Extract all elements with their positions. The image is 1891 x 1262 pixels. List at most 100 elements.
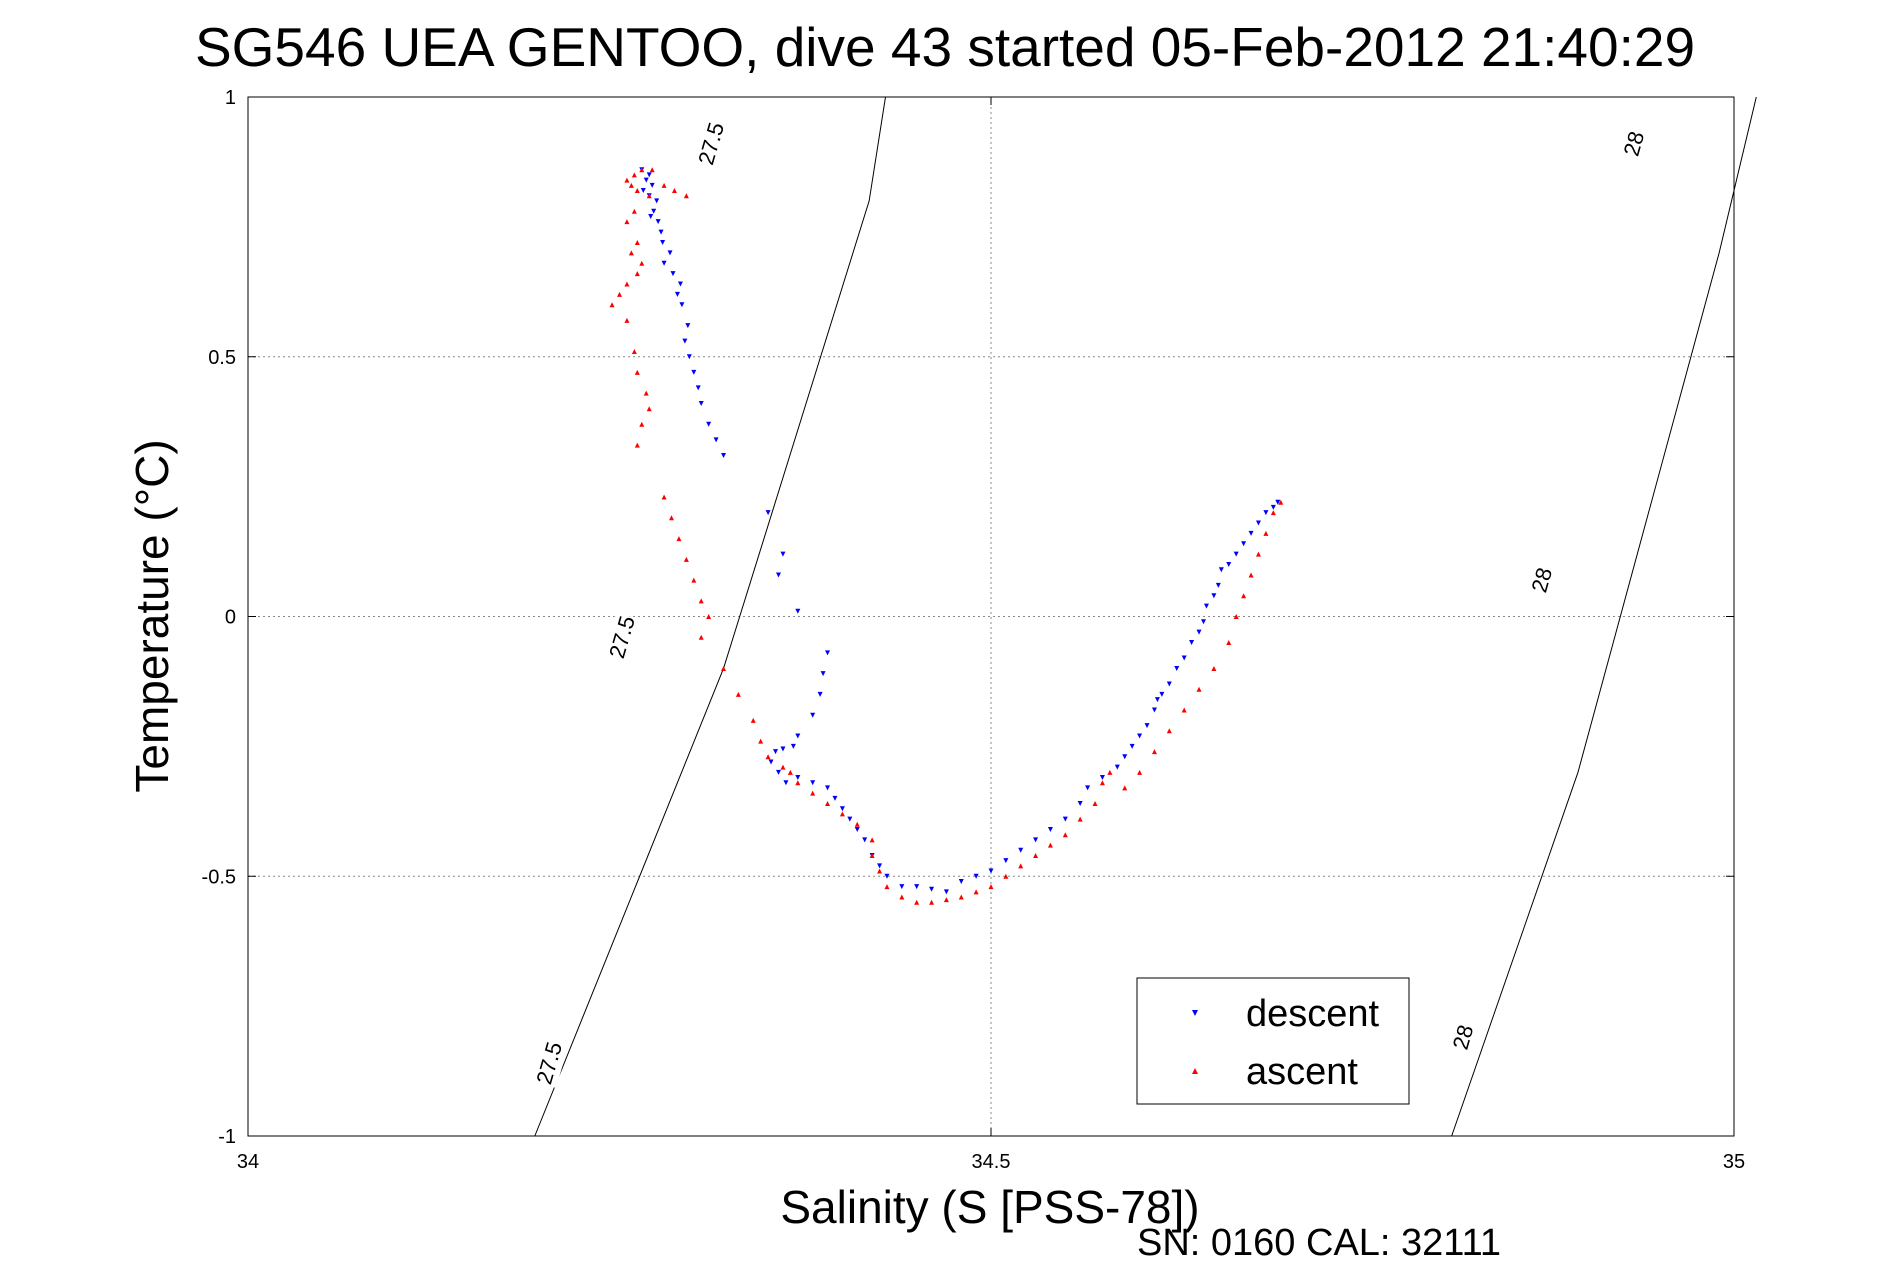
ascent-point (649, 167, 655, 173)
descent-point (877, 863, 883, 869)
descent-point (1114, 764, 1120, 770)
y-tick-label: 1 (225, 87, 236, 109)
descent-point (776, 572, 782, 578)
descent-point (1166, 681, 1172, 687)
descent-point (1218, 567, 1224, 573)
y-axis-label: Temperature (°C) (126, 439, 178, 792)
descent-point (795, 733, 801, 739)
sn-cal-footer: SN: 0160 CAL: 32111 (1137, 1222, 1501, 1262)
ascent-point (854, 821, 860, 827)
descent-point (1275, 499, 1281, 505)
legend-marker-descent (1192, 1010, 1198, 1016)
descent-point (721, 452, 727, 458)
ascent-point (1255, 551, 1261, 557)
descent-point (780, 551, 786, 557)
descent-point (1159, 691, 1165, 697)
ascent-point (669, 515, 675, 521)
descent-point (643, 177, 649, 183)
descent-point (825, 650, 831, 656)
ascent-point (795, 780, 801, 786)
descent-point (783, 780, 789, 786)
descent-point (973, 873, 979, 879)
legend-label-descent: descent (1246, 993, 1380, 1035)
ascent-point (617, 291, 622, 297)
descent-point (1189, 639, 1195, 645)
descent-point (847, 816, 853, 822)
x-tick-label: 34.5 (972, 1151, 1011, 1173)
descent-point (810, 712, 816, 718)
ascent-point (676, 536, 682, 542)
descent-point (1181, 655, 1187, 661)
descent-point (1215, 582, 1221, 588)
x-tick-labels: 34 34.5 35 (237, 1151, 1745, 1173)
descent-point (706, 421, 712, 427)
ascent-point (1062, 832, 1068, 838)
descent-point (1077, 801, 1083, 807)
ascent-point (884, 884, 890, 890)
descent-point (1270, 504, 1276, 510)
ascent-point (698, 634, 704, 640)
ascent-point (661, 182, 667, 188)
ascent-point (787, 769, 793, 775)
descent-point (651, 208, 657, 214)
descent-point (1099, 775, 1105, 781)
isopycnal-label-bg (1445, 1012, 1483, 1063)
descent-point (1154, 697, 1160, 703)
isopycnal-label-bg (1523, 555, 1561, 605)
descent-point (1255, 520, 1261, 526)
ascent-point (825, 801, 831, 807)
ascent-point (628, 182, 634, 188)
isopycnal-label-bg (693, 119, 731, 169)
ascent-point (1166, 728, 1172, 734)
descent-point (862, 837, 868, 843)
ascent-point (634, 239, 640, 245)
x-tick-label: 34 (237, 1151, 259, 1173)
ascent-point (839, 811, 845, 817)
ascent-point (1211, 665, 1217, 671)
ascent-point (634, 442, 640, 448)
y-tick-labels: 1 0.5 0 -0.5 -1 (202, 87, 236, 1148)
descent-point (686, 354, 692, 360)
ascent-point (706, 614, 712, 619)
ascent-point (683, 556, 689, 562)
ascent-point (1137, 769, 1143, 775)
descent-point (795, 608, 801, 614)
ascent-point (988, 884, 994, 890)
ascent-point (634, 188, 640, 194)
descent-point (825, 785, 831, 791)
descent-point (691, 369, 697, 375)
ascent-point (639, 421, 645, 427)
descent-point (1144, 723, 1150, 729)
legend-label-ascent: ascent (1246, 1051, 1358, 1093)
chart-title: SG546 UEA GENTOO, dive 43 started 05-Feb… (195, 16, 1695, 78)
descent-point (1196, 629, 1202, 635)
ascent-point (624, 317, 630, 323)
ascent-point (750, 717, 756, 723)
ascent-point (628, 250, 634, 256)
descent-point (780, 746, 786, 752)
ascent-point (1248, 572, 1254, 578)
ascent-point (683, 193, 689, 199)
ascent-point (914, 899, 920, 905)
ascent-point (943, 897, 949, 903)
descent-point (640, 188, 646, 194)
ascent-point (609, 302, 615, 308)
ascent-point (1263, 530, 1269, 536)
ascent-point (1099, 780, 1105, 786)
ascent-point (735, 691, 741, 697)
ascent-point (1077, 816, 1083, 822)
ascent-point (646, 193, 652, 199)
descent-point (679, 302, 685, 308)
ascent-point (973, 889, 979, 895)
descent-point (646, 172, 652, 178)
descent-point (698, 401, 704, 407)
ascent-point (1270, 510, 1276, 516)
descent-point (1151, 707, 1157, 713)
descent-point (1137, 733, 1143, 739)
descent-point (914, 884, 920, 890)
ascent-point (631, 349, 637, 355)
descent-point (810, 780, 816, 786)
descent-point (677, 281, 683, 287)
